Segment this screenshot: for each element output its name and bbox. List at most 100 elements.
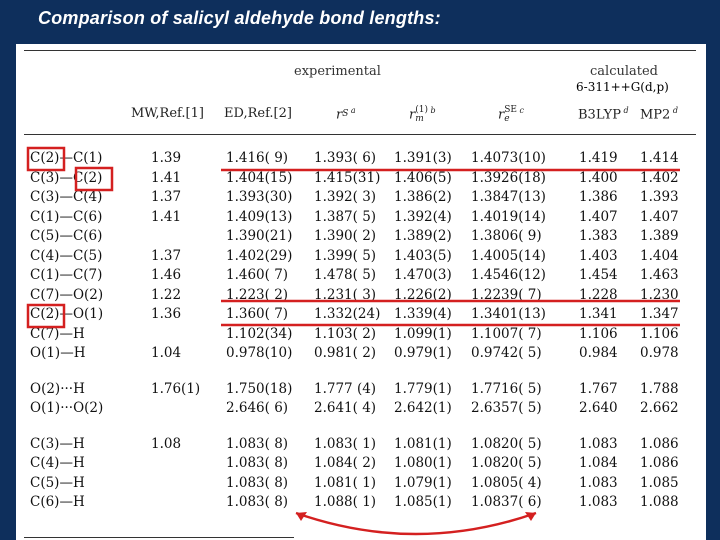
value-cell: 1.2239( 7) [471, 286, 542, 303]
bond-label: O(1)—H [30, 345, 86, 361]
table-row: C(6)—H 1.083( 8) 1.088( 1) 1.085(1) 1.0837( … [16, 492, 706, 512]
value-cell: 1.389 [640, 228, 679, 244]
value-cell: 1.4019(14) [471, 208, 546, 225]
value-cell: 1.404 [640, 247, 679, 264]
value-cell: 1.383 [579, 228, 618, 244]
value-cell: 1.3847(13) [471, 189, 546, 205]
value-cell: 1.407 [640, 208, 679, 225]
value-cell: 1.386(2) [394, 189, 452, 205]
value-cell: 0.984 [579, 345, 618, 361]
value-cell: 1.084 [579, 455, 618, 471]
value-cell: 1.332(24) [314, 306, 381, 322]
value-cell: 1.347 [640, 306, 679, 322]
value-cell: 1.393( 6) [314, 150, 377, 166]
value-cell: 1.086 [640, 455, 679, 471]
table-row: C(2)—C(1) 1.39 1.416( 9) 1.393( 6) 1.391(3) 1… [16, 148, 706, 168]
table-row: O(2)···H 1.76(1) 1.750(18) 1.777 (4) 1.779(1… [16, 379, 706, 399]
value-cell: 1.406(5) [394, 169, 452, 186]
bond-label: C(4)—H [30, 455, 85, 471]
header-rule [24, 134, 696, 135]
value-cell: 1.416( 9) [226, 150, 289, 166]
value-cell: 1.414 [640, 150, 679, 166]
column-header: B3LYP d [578, 106, 629, 123]
table-row: C(2)—O(1) 1.36 1.360( 7) 1.332(24) 1.339(4) 1… [16, 304, 706, 324]
value-cell: 1.409(13) [226, 208, 293, 225]
value-cell: 1.76(1) [151, 380, 201, 397]
value-cell: 1.079(1) [394, 474, 452, 491]
table-row: C(7)—O(2) 1.22 1.223( 2) 1.231( 3) 1.226(2) 1… [16, 285, 706, 305]
slide-title: Comparison of salicyl aldehyde bond leng… [38, 8, 441, 28]
value-cell: 1.41 [151, 208, 182, 225]
value-cell: 1.390(21) [226, 228, 293, 244]
value-cell: 1.083 [579, 474, 618, 491]
value-cell: 1.360( 7) [226, 306, 289, 322]
table-bottom-rule [24, 537, 294, 538]
value-cell: 1.103( 2) [314, 325, 377, 342]
value-cell: 1.3926(18) [471, 169, 546, 186]
value-cell: 1.4005(14) [471, 247, 546, 264]
value-cell: 0.981( 2) [314, 345, 377, 361]
value-cell: 1.085 [640, 474, 679, 491]
value-cell: 1.083( 8) [226, 474, 289, 491]
group-header-experimental: experimental [294, 64, 381, 79]
table-row: C(3)—C(4) 1.37 1.393(30) 1.392( 3) 1.386(2) 1… [16, 187, 706, 207]
value-cell: 2.6357( 5) [471, 400, 542, 416]
bond-label: C(2)—C(1) [30, 150, 103, 166]
value-cell: 0.9742( 5) [471, 345, 542, 361]
table-row: O(1)—H 1.04 0.978(10) 0.981( 2) 0.979(1) 0.97… [16, 343, 706, 363]
bond-label: C(3)—C(2) [30, 169, 103, 186]
value-cell: 1.226(2) [394, 286, 452, 303]
value-cell: 1.389(2) [394, 228, 452, 244]
value-cell: 1.478( 5) [314, 267, 377, 283]
value-cell: 1.402(29) [226, 247, 293, 264]
table-row: C(1)—C(6) 1.41 1.409(13) 1.387( 5) 1.392(4) 1… [16, 207, 706, 227]
bond-label: C(2)—O(1) [30, 306, 104, 322]
value-cell: 1.399( 5) [314, 247, 377, 264]
bond-label: O(2)···H [30, 380, 85, 397]
value-cell: 1.339(4) [394, 306, 452, 322]
value-cell: 1.387( 5) [314, 208, 377, 225]
value-cell: 1.341 [579, 306, 618, 322]
value-cell: 1.393 [640, 189, 679, 205]
value-cell: 1.084( 2) [314, 455, 377, 471]
value-cell: 1.407 [579, 208, 618, 225]
value-cell: 0.978 [640, 345, 679, 361]
bond-label: C(5)—C(6) [30, 228, 103, 244]
value-cell: 1.767 [579, 380, 618, 397]
value-cell: 1.403 [579, 247, 618, 264]
value-cell: 1.391(3) [394, 150, 452, 166]
table-top-rule [24, 50, 696, 51]
value-cell: 1.083( 8) [226, 494, 289, 510]
value-cell: 1.0805( 4) [471, 474, 542, 491]
value-cell: 1.7716( 5) [471, 380, 542, 397]
column-header: ED,Ref.[2] [224, 106, 292, 121]
value-cell: 1.404(15) [226, 169, 293, 186]
value-cell: 1.402 [640, 169, 679, 186]
group-header-calculated: calculated [590, 64, 658, 79]
value-cell: 2.662 [640, 400, 679, 416]
bond-label: C(1)—C(7) [30, 267, 103, 283]
value-cell: 1.223( 2) [226, 286, 289, 303]
bond-label: C(3)—H [30, 435, 85, 452]
table-row: O(1)···O(2) 2.646( 6) 2.641( 4) 2.642(1) 2.6… [16, 398, 706, 418]
bond-label: C(3)—C(4) [30, 189, 103, 205]
value-cell: 1.08 [151, 435, 182, 452]
value-cell: 1.392(4) [394, 208, 452, 225]
value-cell: 1.081( 1) [314, 474, 377, 491]
column-header: MP2 d [640, 106, 679, 123]
value-cell: 1.386 [579, 189, 618, 205]
value-cell: 1.083( 1) [314, 435, 377, 452]
table-row: C(4)—C(5) 1.37 1.402(29) 1.399( 5) 1.403(5) 1… [16, 246, 706, 266]
value-cell: 1.454 [579, 267, 618, 283]
value-cell: 2.642(1) [394, 400, 452, 416]
value-cell: 1.3806( 9) [471, 228, 542, 244]
value-cell: 2.641( 4) [314, 400, 377, 416]
value-cell: 1.4546(12) [471, 267, 546, 283]
value-cell: 1.228 [579, 286, 618, 303]
value-cell: 1.36 [151, 306, 182, 322]
value-cell: 1.415(31) [314, 169, 381, 186]
table-row: C(4)—H 1.083( 8) 1.084( 2) 1.080(1) 1.0820( … [16, 453, 706, 473]
table-row: C(5)—H 1.083( 8) 1.081( 1) 1.079(1) 1.0805( … [16, 473, 706, 493]
column-header: r (1) m b [409, 105, 436, 124]
value-cell: 1.46 [151, 267, 182, 283]
